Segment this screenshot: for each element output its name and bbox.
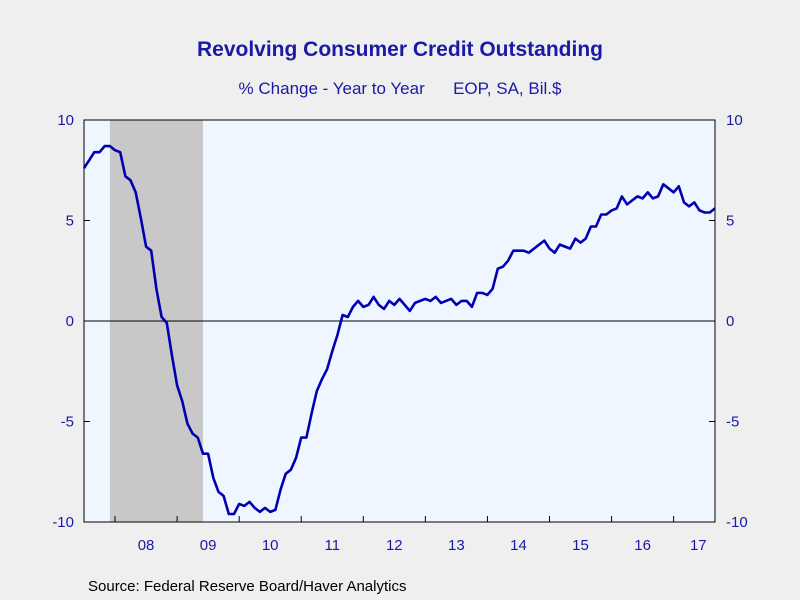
- y-tick-label-right: -5: [726, 414, 739, 431]
- y-tick-label-right: -10: [726, 514, 748, 531]
- x-tick-label: 12: [386, 537, 403, 554]
- chart-title: Revolving Consumer Credit Outstanding: [196, 38, 604, 61]
- y-tick-label-left: 0: [66, 313, 74, 330]
- x-tick-label: 10: [262, 537, 279, 554]
- x-tick-label: 14: [510, 537, 527, 554]
- x-tick-label: 16: [634, 537, 651, 554]
- x-tick-label: 08: [138, 537, 155, 554]
- chart-subtitle-right: EOP, SA, Bil.$: [453, 79, 562, 98]
- chart-subtitle: % Change - Year to Year EOP, SA, Bil.$: [0, 79, 800, 99]
- y-tick-label-left: -5: [61, 414, 74, 431]
- x-tick-label: 15: [572, 537, 589, 554]
- x-tick-label: 17: [690, 537, 707, 554]
- x-tick-label: 11: [324, 537, 340, 554]
- y-tick-label-left: 5: [66, 213, 74, 230]
- y-tick-label-right: 0: [726, 313, 734, 330]
- chart-subtitle-left: % Change - Year to Year: [238, 79, 425, 98]
- y-tick-label-left: 10: [57, 112, 74, 129]
- y-tick-label-left: -10: [52, 514, 74, 531]
- y-tick-label-right: 10: [726, 112, 743, 129]
- x-tick-label: 09: [200, 537, 217, 554]
- y-tick-label-right: 5: [726, 213, 734, 230]
- series-line: [82, 144, 716, 516]
- x-tick-label: 13: [448, 537, 465, 554]
- source-note: Source: Federal Reserve Board/Haver Anal…: [88, 578, 407, 595]
